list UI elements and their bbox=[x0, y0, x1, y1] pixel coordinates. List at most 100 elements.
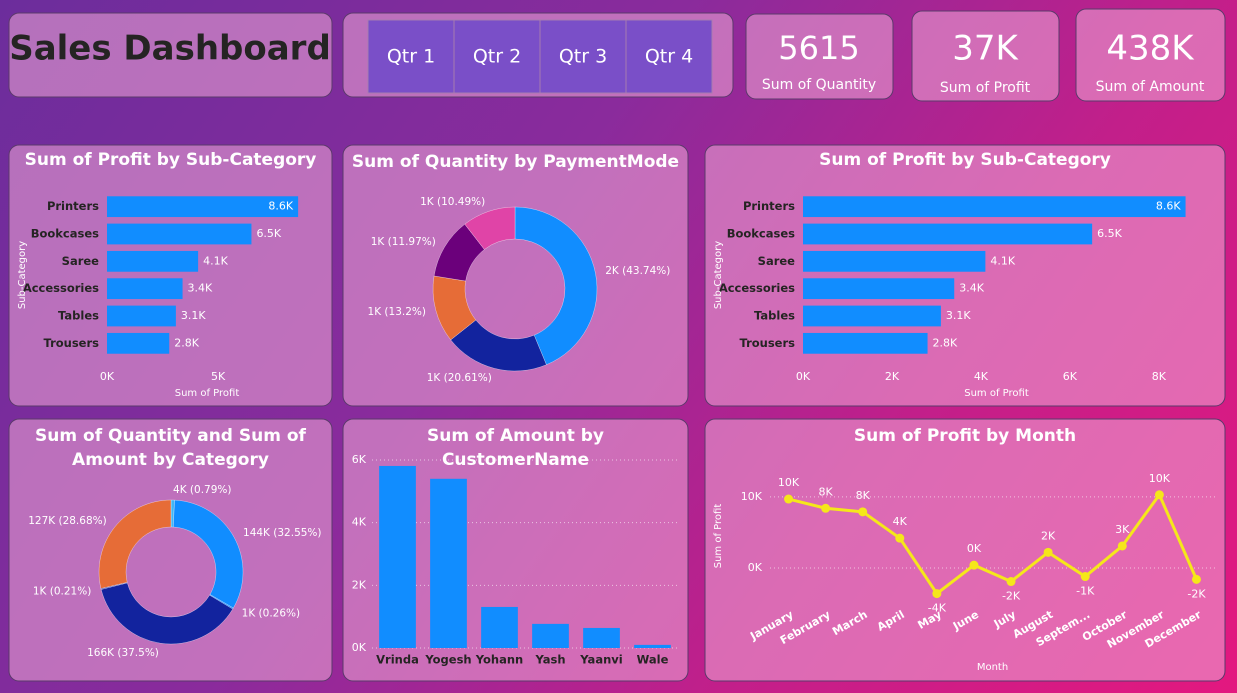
chart-title-box: Sum of Amount by CustomerName bbox=[427, 426, 604, 470]
bar bbox=[803, 196, 1186, 218]
x-tick-label: Yash bbox=[534, 653, 565, 667]
bar bbox=[583, 627, 620, 648]
y-tick-label: 2K bbox=[352, 578, 367, 591]
x-axis-title: Sum of Profit bbox=[964, 388, 1029, 399]
data-label: -2K bbox=[1002, 590, 1021, 603]
data-label: 3.1K bbox=[946, 309, 971, 322]
slicer-label: Qtr 2 bbox=[473, 46, 521, 68]
slicer-label: Qtr 1 bbox=[387, 46, 435, 68]
x-tick-label: 4K bbox=[974, 370, 989, 383]
x-tick-label: 0K bbox=[100, 370, 115, 383]
point bbox=[784, 494, 794, 504]
data-label: -4K bbox=[928, 602, 947, 615]
x-tick-label: Yogesh bbox=[424, 653, 471, 667]
chart-panel bbox=[342, 144, 689, 407]
x-tick-label: Yohann bbox=[475, 653, 524, 667]
slice bbox=[98, 499, 172, 589]
y-axis-title: Sub-Category bbox=[17, 241, 28, 309]
bar bbox=[634, 644, 671, 648]
point bbox=[932, 589, 942, 599]
slicer-button[interactable] bbox=[625, 19, 713, 94]
bar bbox=[803, 332, 928, 354]
y-axis-title: Sum of Profit bbox=[713, 504, 724, 569]
y-tick-label: Accessories bbox=[719, 281, 795, 295]
bar bbox=[803, 250, 986, 272]
data-label: -2K bbox=[1187, 587, 1206, 600]
data-label: 3K bbox=[1115, 523, 1130, 536]
point bbox=[1191, 574, 1201, 584]
x-tick-label: Wale bbox=[637, 653, 669, 667]
bar bbox=[532, 623, 569, 648]
bar bbox=[803, 223, 1093, 245]
chart-title-box: Sum of Quantity and Sum of Amount by Cat… bbox=[35, 426, 306, 470]
chart-title-box: Sum of Profit by Month bbox=[854, 426, 1076, 446]
data-label: 4K (0.79%) bbox=[173, 484, 231, 496]
chart-title: Sum of Profit by Sub-Category bbox=[819, 150, 1111, 170]
data-label: 166K (37.5%) bbox=[87, 647, 159, 659]
slice bbox=[514, 206, 598, 366]
data-label: 4.1K bbox=[990, 254, 1015, 267]
y-tick-label: Saree bbox=[62, 254, 100, 268]
data-label: 0K bbox=[967, 542, 982, 555]
data-label: 144K (32.55%) bbox=[243, 527, 321, 539]
data-label: 10K bbox=[1149, 472, 1171, 485]
kpi-card bbox=[911, 10, 1060, 102]
data-label: 3.4K bbox=[959, 282, 984, 295]
kpi-value: 5615 bbox=[778, 29, 859, 67]
x-tick-label: Yaanvi bbox=[579, 653, 622, 667]
bar bbox=[107, 196, 299, 218]
y-tick-label: 0K bbox=[748, 561, 763, 574]
data-label: 127K (28.68%) bbox=[28, 515, 107, 527]
data-label: 1K (11.97%) bbox=[371, 236, 436, 248]
data-label: 2K bbox=[1041, 529, 1056, 542]
point bbox=[1006, 577, 1016, 587]
data-label: 1K (10.49%) bbox=[420, 196, 485, 208]
kpi-card bbox=[745, 13, 894, 100]
y-tick-label: Bookcases bbox=[31, 227, 99, 241]
data-label: 8K bbox=[819, 485, 834, 498]
data-label: 3.1K bbox=[181, 309, 206, 322]
bar bbox=[107, 278, 183, 300]
data-label: 8K bbox=[856, 489, 871, 502]
data-label: 8.6K bbox=[268, 200, 293, 213]
point bbox=[821, 503, 831, 513]
y-tick-label: Trousers bbox=[739, 336, 795, 350]
chart-title-box: Sum of Quantity by PaymentMode bbox=[351, 152, 680, 172]
point bbox=[858, 507, 868, 517]
y-tick-label: Tables bbox=[754, 309, 795, 323]
chart-title: Sum of Quantity by PaymentMode bbox=[351, 152, 680, 172]
y-tick-label: Trousers bbox=[43, 336, 99, 350]
x-tick-label: 0K bbox=[796, 370, 811, 383]
point bbox=[969, 560, 979, 570]
data-label: 1K (0.26%) bbox=[242, 608, 300, 620]
chart-panel bbox=[342, 418, 689, 682]
y-tick-label: 10K bbox=[741, 490, 763, 503]
chart-title: Sum of Profit by Sub-Category bbox=[24, 150, 317, 170]
point bbox=[1154, 490, 1164, 500]
chart-title: Sum of Quantity and Sum of Amount by Cat… bbox=[35, 426, 306, 470]
x-tick-label: 5K bbox=[211, 370, 226, 383]
data-label: 4K bbox=[893, 515, 908, 528]
y-tick-label: Tables bbox=[58, 309, 99, 323]
x-axis-title: Month bbox=[977, 662, 1008, 673]
y-tick-label: 0K bbox=[352, 641, 367, 654]
data-label: 2.8K bbox=[933, 336, 958, 349]
y-axis-title: Sub-Category bbox=[713, 241, 724, 309]
slicer-button[interactable] bbox=[367, 19, 455, 94]
x-tick-label: 6K bbox=[1063, 370, 1078, 383]
dashboard-title: Sales Dashboard bbox=[9, 29, 331, 69]
kpi-label: Sum of Amount bbox=[1096, 79, 1205, 95]
y-tick-label: 4K bbox=[352, 516, 367, 529]
chart-title-box: Sum of Profit by Sub-Category bbox=[819, 150, 1111, 170]
data-label: 10K bbox=[778, 476, 800, 489]
bar bbox=[379, 465, 416, 648]
bar bbox=[107, 332, 170, 354]
bar bbox=[107, 223, 252, 245]
bar bbox=[107, 305, 176, 327]
data-label: 6.5K bbox=[256, 227, 281, 240]
data-label: 3.4K bbox=[188, 282, 213, 295]
line bbox=[788, 491, 1198, 596]
data-label: 1K (13.2%) bbox=[368, 306, 426, 318]
y-tick-label: Printers bbox=[743, 199, 795, 213]
